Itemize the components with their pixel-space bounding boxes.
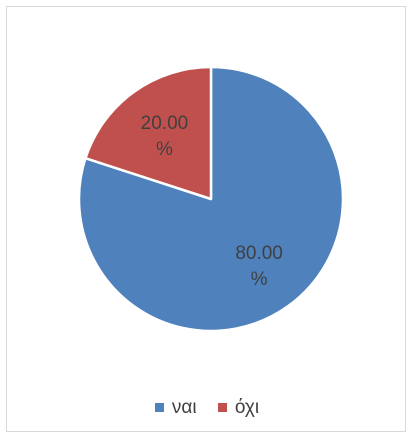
data-label-nai: 80.00%: [235, 243, 283, 290]
legend-item-nai[interactable]: ναι: [154, 396, 197, 419]
legend-label-ochi: όχι: [234, 396, 260, 418]
pie-slice-ochi[interactable]: [84, 65, 213, 201]
legend-label-nai: ναι: [171, 396, 197, 418]
legend-item-ochi[interactable]: όχι: [217, 396, 260, 419]
data-label-ochi: 20.00%: [141, 113, 189, 160]
legend-swatch-ochi: [217, 403, 227, 412]
legend: ναι όχι: [0, 396, 414, 419]
legend-swatch-nai: [154, 403, 164, 412]
